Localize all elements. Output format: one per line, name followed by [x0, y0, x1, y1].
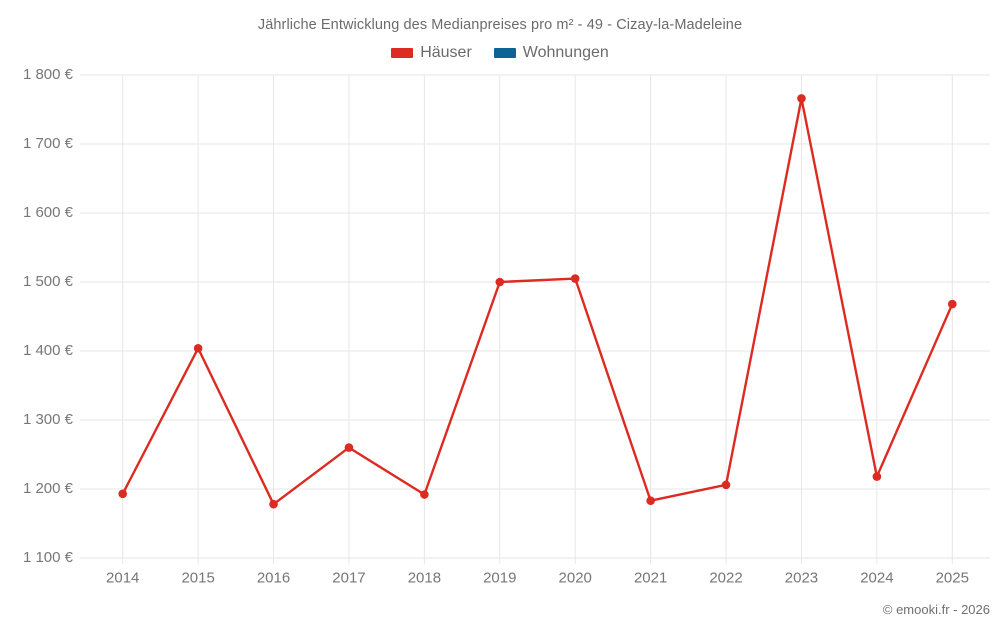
y-axis-tick-label: 1 100 € [23, 549, 74, 566]
data-point[interactable] [420, 490, 429, 499]
y-axis-tick-label: 1 500 € [23, 273, 74, 290]
gridlines [80, 74, 990, 564]
data-point[interactable] [193, 343, 203, 353]
x-axis-tick-labels: 2014 2015 2016 2017 2018 2019 2020 2021 2022 2023… [106, 569, 969, 586]
legend-label-hauser: Häuser [420, 44, 472, 61]
data-point[interactable] [797, 94, 806, 103]
data-point[interactable] [721, 480, 731, 490]
legend-item-hauser[interactable]: Häuser [391, 45, 472, 61]
data-point[interactable] [118, 489, 128, 499]
chart-legend: Häuser Wohnungen [0, 45, 1000, 61]
x-axis-tick-label: 2021 [634, 569, 667, 586]
legend-label-wohnungen: Wohnungen [522, 44, 609, 61]
data-point[interactable] [872, 472, 882, 481]
data-point[interactable] [570, 274, 580, 283]
x-axis-tick-label: 2017 [332, 569, 365, 586]
x-axis-tick-label: 2022 [709, 569, 742, 586]
data-point[interactable] [495, 277, 505, 287]
legend-item-wohnungen[interactable]: Wohnungen [493, 44, 609, 61]
legend-swatch-wohnungen [493, 48, 516, 58]
credit-text: © emooki.fr - 2026 [882, 602, 990, 617]
y-axis-tick-label: 1 400 € [23, 342, 74, 359]
chart-title: Jährliche Entwicklung des Medianpreises … [257, 17, 743, 33]
x-axis-tick-label: 2014 [106, 569, 139, 586]
x-axis-tick-label: 2023 [785, 569, 818, 586]
y-axis-tick-labels: 1 100 € 1 200 € 1 300 € 1 400 € 1 500 € 1 600… [23, 66, 74, 566]
y-axis-tick-label: 1 600 € [23, 204, 74, 221]
y-axis-tick-label: 1 300 € [23, 411, 74, 428]
x-axis-tick-label: 2015 [181, 569, 214, 586]
data-point[interactable] [646, 496, 655, 506]
x-axis-tick-label: 2018 [408, 569, 441, 586]
y-axis-tick-label: 1 700 € [23, 135, 74, 152]
y-axis-tick-label: 1 800 € [23, 66, 74, 83]
data-series-layer [118, 94, 957, 509]
data-point[interactable] [344, 443, 354, 452]
series-line [121, 97, 954, 506]
y-axis-tick-label: 1 200 € [23, 480, 74, 497]
x-axis-tick-label: 2025 [936, 569, 969, 586]
data-point[interactable] [947, 299, 957, 309]
data-point[interactable] [269, 499, 278, 509]
x-axis-tick-label: 2020 [559, 569, 592, 586]
x-axis-tick-label: 2024 [860, 569, 893, 586]
x-axis-tick-label: 2019 [483, 569, 516, 586]
x-axis-tick-label: 2016 [257, 569, 290, 586]
legend-swatch-hauser [391, 48, 414, 58]
